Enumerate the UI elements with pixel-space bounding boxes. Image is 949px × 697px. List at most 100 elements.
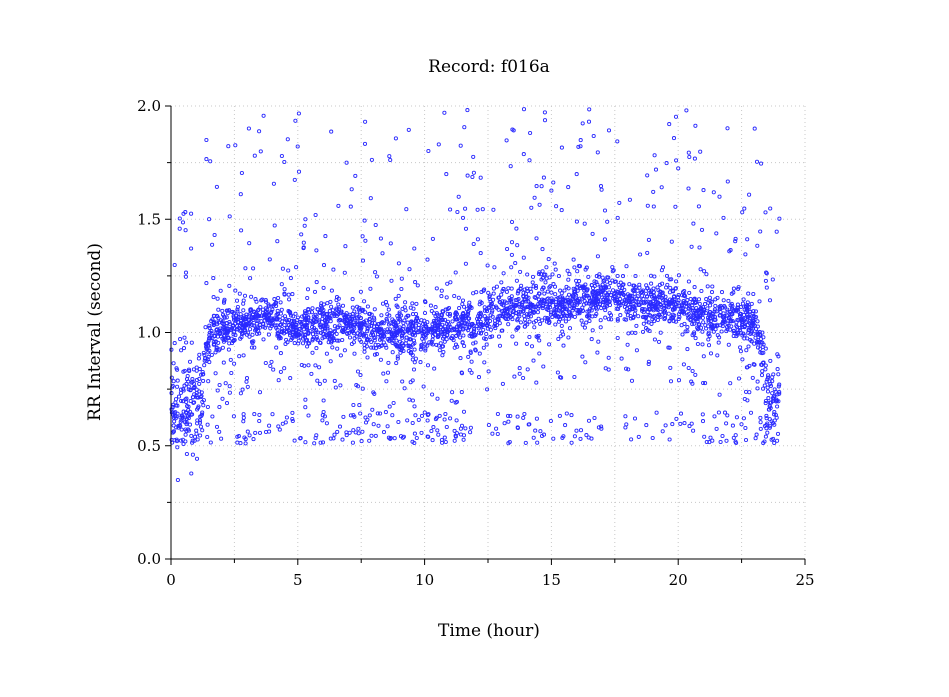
data-point xyxy=(587,307,592,312)
data-point xyxy=(362,218,367,223)
data-point xyxy=(537,338,542,343)
data-point xyxy=(303,405,308,410)
data-point xyxy=(295,315,300,320)
data-point xyxy=(570,308,575,313)
data-point xyxy=(570,293,575,298)
data-point xyxy=(453,342,459,347)
data-point xyxy=(724,329,729,334)
data-point xyxy=(437,413,442,418)
data-point xyxy=(418,347,423,352)
data-point xyxy=(572,289,577,294)
data-point xyxy=(536,302,541,307)
data-point xyxy=(618,313,623,318)
data-point xyxy=(372,338,377,343)
data-point xyxy=(217,429,222,434)
data-point xyxy=(729,291,734,296)
data-point xyxy=(553,292,558,297)
data-point xyxy=(257,325,262,330)
data-point xyxy=(204,281,209,286)
data-point xyxy=(347,430,352,435)
data-point xyxy=(406,344,411,349)
data-point xyxy=(183,228,188,233)
data-point xyxy=(308,329,313,334)
data-point xyxy=(517,302,522,307)
data-point xyxy=(578,436,583,441)
data-point xyxy=(744,306,749,312)
data-point xyxy=(182,383,187,388)
data-point xyxy=(701,311,706,316)
data-point xyxy=(348,323,353,328)
data-point xyxy=(207,348,212,353)
data-point xyxy=(482,360,487,365)
data-point xyxy=(371,390,376,395)
data-point xyxy=(347,312,352,317)
data-point xyxy=(418,360,423,365)
data-point xyxy=(282,314,288,319)
data-point xyxy=(198,433,203,438)
data-point xyxy=(556,273,561,279)
data-point xyxy=(352,326,357,331)
data-point xyxy=(618,280,623,285)
data-point xyxy=(403,308,408,313)
data-point xyxy=(616,304,621,309)
data-point xyxy=(216,307,221,312)
data-point xyxy=(238,312,243,317)
data-point xyxy=(458,426,463,431)
data-point xyxy=(468,350,473,355)
data-point xyxy=(187,359,193,364)
data-point xyxy=(686,311,691,316)
data-point xyxy=(606,285,611,290)
data-point xyxy=(607,290,612,295)
data-point xyxy=(745,336,750,341)
data-point xyxy=(445,281,450,286)
data-point xyxy=(183,410,189,415)
data-point xyxy=(527,158,532,163)
data-point xyxy=(549,188,554,193)
data-point xyxy=(631,289,636,294)
data-point xyxy=(314,336,319,341)
data-point xyxy=(396,293,401,298)
data-point xyxy=(542,118,548,123)
data-point xyxy=(425,343,430,348)
data-point xyxy=(419,345,424,350)
data-point xyxy=(430,438,435,443)
data-point xyxy=(653,297,658,302)
data-point xyxy=(280,316,285,321)
data-point xyxy=(421,384,426,389)
data-point xyxy=(462,343,467,349)
data-point xyxy=(423,348,428,353)
data-point xyxy=(173,416,178,421)
data-point xyxy=(299,362,304,368)
data-point xyxy=(469,370,474,375)
data-point xyxy=(714,231,719,236)
data-point xyxy=(205,404,210,410)
data-point xyxy=(203,325,208,330)
data-point xyxy=(237,354,242,359)
data-point xyxy=(178,415,183,420)
data-point xyxy=(560,435,565,440)
data-point xyxy=(633,330,638,335)
data-point xyxy=(762,383,767,388)
data-point xyxy=(340,303,346,308)
data-point xyxy=(332,324,337,329)
data-point xyxy=(422,299,428,304)
data-point xyxy=(378,411,383,416)
data-point xyxy=(765,389,771,394)
data-point xyxy=(731,333,736,339)
data-point xyxy=(415,283,420,288)
data-point xyxy=(341,328,346,333)
data-point xyxy=(658,330,663,335)
data-point xyxy=(282,159,287,165)
data-point xyxy=(492,265,497,270)
data-point xyxy=(734,415,739,420)
data-point xyxy=(244,376,250,381)
data-point xyxy=(292,341,297,346)
data-point xyxy=(431,425,436,430)
data-point xyxy=(272,223,277,228)
data-point xyxy=(709,290,715,295)
data-point xyxy=(463,322,468,327)
data-point xyxy=(410,312,416,317)
data-point xyxy=(746,330,751,335)
data-point xyxy=(765,385,770,390)
data-point xyxy=(177,226,182,231)
